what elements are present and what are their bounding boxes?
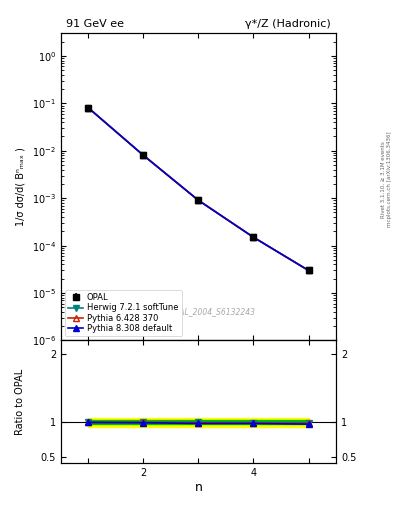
Pythia 6.428 370: [251, 234, 256, 240]
Text: mcplots.cern.ch [arXiv:1306.3436]: mcplots.cern.ch [arXiv:1306.3436]: [387, 132, 391, 227]
Pythia 8.308 default: [86, 105, 91, 111]
Pythia 8.308 default: [196, 197, 201, 203]
Pythia 6.428 370: [196, 197, 201, 203]
Y-axis label: Ratio to OPAL: Ratio to OPAL: [15, 369, 25, 435]
Herwig 7.2.1 softTune: [251, 234, 256, 240]
Text: γ*/Z (Hadronic): γ*/Z (Hadronic): [245, 18, 331, 29]
Text: 91 GeV ee: 91 GeV ee: [66, 18, 125, 29]
Pythia 6.428 370: [306, 267, 311, 273]
Herwig 7.2.1 softTune: [141, 152, 146, 158]
Herwig 7.2.1 softTune: [306, 267, 311, 273]
Line: Herwig 7.2.1 softTune: Herwig 7.2.1 softTune: [86, 105, 311, 273]
Pythia 8.308 default: [141, 152, 146, 158]
Y-axis label: 1/σ dσ/d( Bⁿₘₐₓ ): 1/σ dσ/d( Bⁿₘₐₓ ): [15, 147, 25, 226]
Line: Pythia 6.428 370: Pythia 6.428 370: [86, 105, 311, 273]
Herwig 7.2.1 softTune: [196, 197, 201, 203]
Legend: OPAL, Herwig 7.2.1 softTune, Pythia 6.428 370, Pythia 8.308 default: OPAL, Herwig 7.2.1 softTune, Pythia 6.42…: [65, 290, 182, 336]
Pythia 8.308 default: [251, 234, 256, 240]
Herwig 7.2.1 softTune: [86, 105, 91, 111]
X-axis label: n: n: [195, 481, 202, 494]
Pythia 6.428 370: [141, 152, 146, 158]
Line: Pythia 8.308 default: Pythia 8.308 default: [86, 105, 311, 273]
Pythia 8.308 default: [306, 267, 311, 273]
Text: OPAL_2004_S6132243: OPAL_2004_S6132243: [169, 307, 255, 316]
Pythia 6.428 370: [86, 105, 91, 111]
Text: Rivet 3.1.10, ≥ 3.1M events: Rivet 3.1.10, ≥ 3.1M events: [381, 141, 386, 218]
